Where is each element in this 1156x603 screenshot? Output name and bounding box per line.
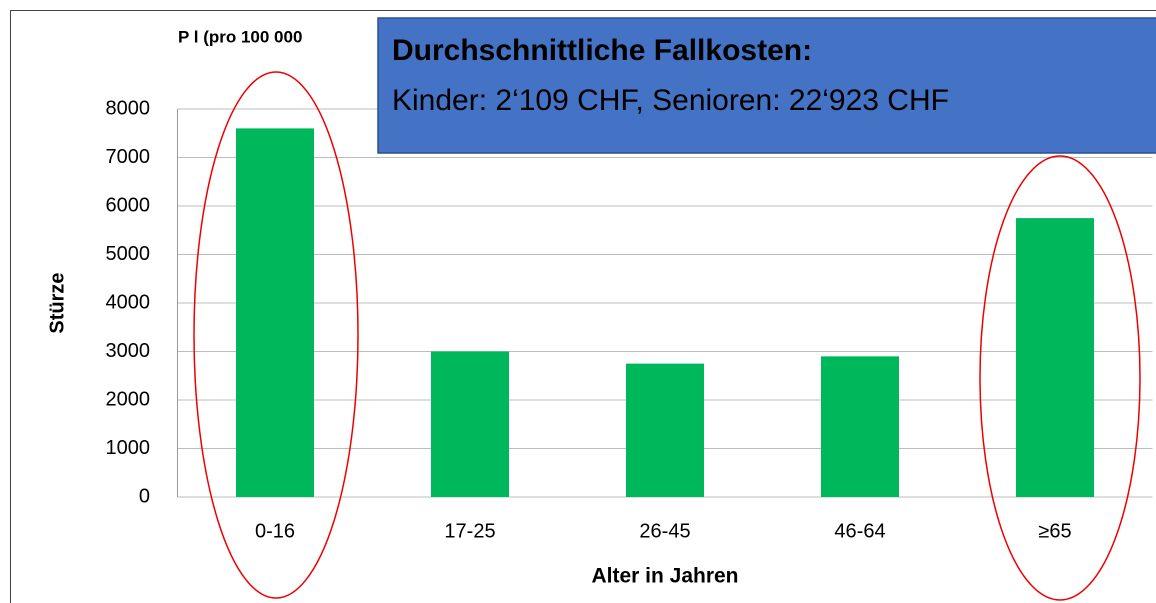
y-tick-label: 0: [139, 485, 150, 507]
y-tick-label: 5000: [106, 243, 151, 265]
x-tick-label: 46-64: [834, 520, 885, 542]
x-tick-label: ≥65: [1038, 520, 1071, 542]
annotation-heading: Durchschnittliche Fallkosten:: [392, 34, 812, 67]
x-axis-label: Alter in Jahren: [591, 565, 738, 588]
annotation-box: [377, 17, 1156, 154]
annotation-text: Kinder: 2‘109 CHF, Senioren: 22‘923 CHF: [392, 84, 949, 117]
highlight-ellipse: [193, 71, 359, 599]
highlight-ellipse: [979, 155, 1141, 601]
frame: [10, 10, 1156, 603]
plot-area: 0 1000 2000 3000 4000 5000 6000 7000 8000 0-16 17-…: [106, 97, 1153, 542]
y-tick-label: 4000: [106, 291, 151, 313]
y-tick-label: 7000: [106, 146, 151, 168]
y-tick-label: 1000: [106, 437, 151, 459]
y-tick-label: 3000: [106, 340, 151, 362]
bar: [626, 363, 704, 497]
y-tick-label: 8000: [106, 97, 151, 119]
y-axis-label: Stürze: [46, 272, 68, 333]
x-tick-label: 0-16: [255, 520, 295, 542]
chart-title: P l (pro 100 000: [178, 27, 302, 46]
x-tick-label: 26-45: [639, 520, 690, 542]
y-tick-label: 2000: [106, 388, 151, 410]
bar: [821, 356, 899, 497]
bar: [1016, 218, 1094, 497]
bar: [236, 128, 314, 497]
bar: [431, 351, 509, 497]
y-tick-label: 6000: [106, 194, 151, 216]
x-tick-label: 17-25: [444, 520, 495, 542]
